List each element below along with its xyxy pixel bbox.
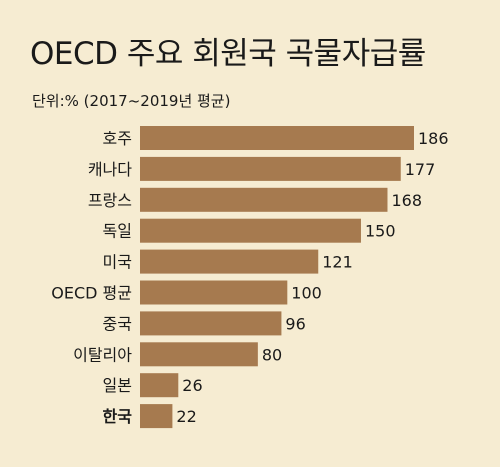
value-label-8: 26	[182, 376, 202, 395]
category-label-5: OECD 평균	[51, 284, 132, 303]
bar-8	[140, 373, 179, 398]
bar-9	[140, 404, 173, 429]
value-label-5: 100	[291, 284, 322, 303]
bar-3	[140, 218, 361, 243]
value-label-4: 121	[322, 253, 353, 272]
bar-4	[140, 249, 319, 274]
category-label-3: 독일	[103, 222, 132, 241]
category-label-8: 일본	[103, 376, 132, 395]
bar-6	[140, 311, 282, 336]
category-label-4: 미국	[103, 253, 132, 272]
bar-7	[140, 342, 258, 367]
category-label-9: 한국	[103, 407, 133, 426]
value-label-2: 168	[391, 191, 422, 210]
bar-2	[140, 187, 388, 212]
value-label-3: 150	[365, 222, 396, 241]
bar-1	[140, 156, 401, 181]
category-label-1: 캐나다	[88, 160, 132, 179]
bar-0	[140, 126, 414, 150]
chart-title: OECD 주요 회원국 곡물자급률	[30, 36, 426, 72]
chart-subtitle: 단위:% (2017~2019년 평균)	[32, 92, 231, 110]
value-label-9: 22	[176, 407, 196, 426]
category-label-2: 프랑스	[88, 191, 132, 210]
value-label-6: 96	[285, 314, 305, 333]
category-label-6: 중국	[103, 314, 132, 333]
value-label-0: 186	[418, 129, 449, 148]
category-label-7: 이탈리아	[73, 345, 132, 364]
bar-5	[140, 280, 288, 305]
category-label-0: 호주	[103, 129, 132, 148]
value-label-7: 80	[262, 345, 282, 364]
value-label-1: 177	[405, 160, 436, 179]
